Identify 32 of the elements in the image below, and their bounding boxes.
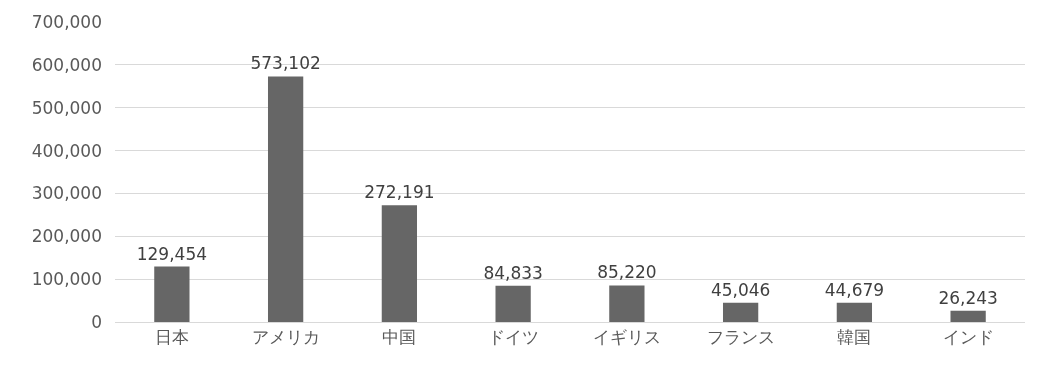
bar: [267, 76, 304, 322]
bar: [722, 302, 759, 322]
data-label: 272,191: [364, 182, 435, 203]
data-label: 44,679: [824, 279, 885, 300]
y-tick-label: 600,000: [31, 54, 102, 75]
bar: [950, 310, 986, 322]
bar: [495, 285, 531, 322]
x-tick-label: 中国: [382, 327, 417, 348]
bar: [154, 266, 190, 322]
data-label: 85,220: [597, 262, 657, 283]
data-label: 84,833: [483, 262, 543, 283]
y-tick-label: 300,000: [31, 183, 102, 204]
x-tick-label: インド: [942, 327, 994, 348]
bar: [836, 302, 873, 322]
y-tick-label: 400,000: [31, 140, 102, 161]
bar: [609, 285, 645, 322]
y-tick-label: 0: [91, 311, 102, 332]
y-tick-label: 700,000: [31, 11, 102, 32]
x-tick-label: 韓国: [837, 327, 872, 348]
y-tick-label: 500,000: [31, 97, 102, 118]
y-tick-label: 100,000: [31, 269, 102, 290]
y-tick-label: 200,000: [31, 226, 102, 247]
x-tick-label: ドイツ: [487, 327, 539, 348]
data-label: 45,046: [710, 279, 771, 300]
x-tick-label: フランス: [706, 327, 775, 348]
x-tick-label: アメリカ: [251, 327, 320, 348]
data-label: 26,243: [938, 287, 998, 308]
data-label: 129,454: [136, 243, 208, 264]
x-tick-label: 日本: [154, 327, 189, 348]
data-label: 573,102: [250, 53, 321, 74]
bar: [381, 205, 418, 322]
x-tick-label: イギリス: [592, 327, 661, 348]
